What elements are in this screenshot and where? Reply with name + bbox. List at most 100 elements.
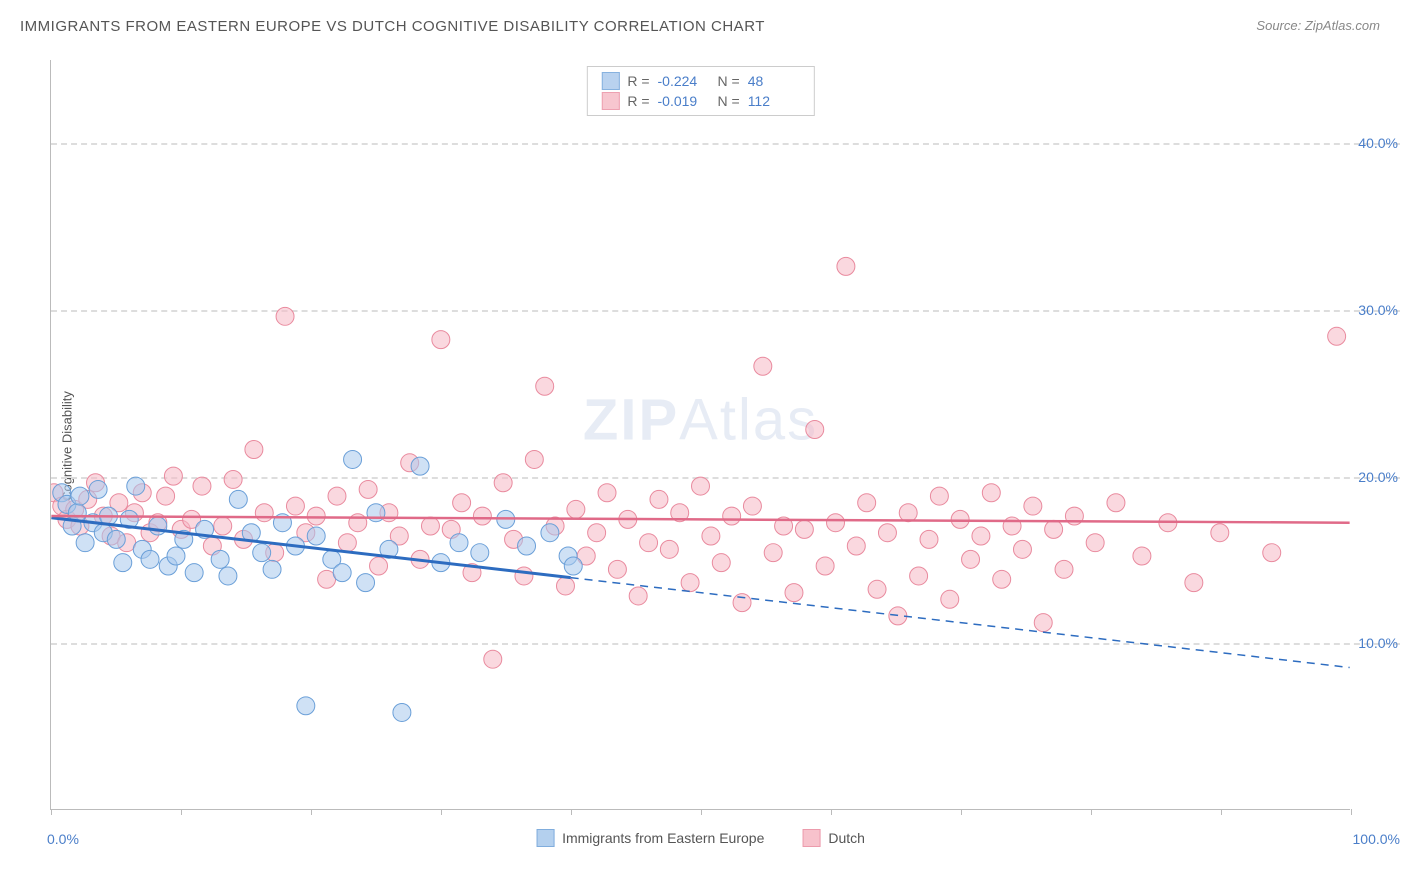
scatter-point xyxy=(164,467,182,485)
scatter-point xyxy=(263,560,281,578)
scatter-point xyxy=(297,697,315,715)
scatter-point xyxy=(723,507,741,525)
bottom-legend: Immigrants from Eastern EuropeDutch xyxy=(536,829,865,847)
scatter-point xyxy=(450,534,468,552)
scatter-point xyxy=(951,510,969,528)
scatter-point xyxy=(1034,614,1052,632)
scatter-point xyxy=(219,567,237,585)
scatter-point xyxy=(899,504,917,522)
scatter-point xyxy=(393,703,411,721)
x-tick xyxy=(831,809,832,815)
scatter-point xyxy=(764,544,782,562)
y-tick-label: 40.0% xyxy=(1358,135,1398,151)
source-label: Source: xyxy=(1256,18,1301,33)
scatter-point xyxy=(149,517,167,535)
n-label: N = xyxy=(718,93,740,109)
scatter-point xyxy=(333,564,351,582)
r-value: -0.224 xyxy=(658,73,710,89)
scatter-point xyxy=(518,537,536,555)
x-tick xyxy=(1351,809,1352,815)
x-tick xyxy=(1221,809,1222,815)
scatter-point xyxy=(567,500,585,518)
scatter-point xyxy=(795,520,813,538)
scatter-point xyxy=(941,590,959,608)
scatter-point xyxy=(972,527,990,545)
scatter-point xyxy=(421,517,439,535)
scatter-point xyxy=(1086,534,1104,552)
scatter-point xyxy=(453,494,471,512)
x-tick xyxy=(701,809,702,815)
scatter-point xyxy=(1211,524,1229,542)
scatter-point xyxy=(286,497,304,515)
scatter-point xyxy=(743,497,761,515)
scatter-point xyxy=(484,650,502,668)
scatter-point xyxy=(253,544,271,562)
scatter-point xyxy=(127,477,145,495)
scatter-point xyxy=(1055,560,1073,578)
scatter-point xyxy=(471,544,489,562)
scatter-point xyxy=(993,570,1011,588)
scatter-point xyxy=(338,534,356,552)
legend-stats-box: R = -0.224 N = 48 R = -0.019 N = 112 xyxy=(586,66,814,116)
scatter-point xyxy=(930,487,948,505)
n-label: N = xyxy=(718,73,740,89)
scatter-point xyxy=(76,534,94,552)
scatter-point xyxy=(473,507,491,525)
scatter-svg xyxy=(51,60,1350,809)
r-label: R = xyxy=(627,73,649,89)
scatter-point xyxy=(556,577,574,595)
scatter-point xyxy=(114,554,132,572)
r-value: -0.019 xyxy=(658,93,710,109)
scatter-point xyxy=(494,474,512,492)
n-value: 112 xyxy=(748,93,800,109)
scatter-point xyxy=(167,547,185,565)
scatter-point xyxy=(827,514,845,532)
scatter-point xyxy=(214,517,232,535)
scatter-point xyxy=(307,507,325,525)
scatter-point xyxy=(1185,574,1203,592)
x-tick xyxy=(51,809,52,815)
x-tick xyxy=(1091,809,1092,815)
scatter-point xyxy=(328,487,346,505)
scatter-point xyxy=(276,307,294,325)
scatter-point xyxy=(229,490,247,508)
source-value: ZipAtlas.com xyxy=(1305,18,1380,33)
scatter-point xyxy=(816,557,834,575)
x-tick-label-min: 0.0% xyxy=(47,831,79,847)
scatter-point xyxy=(847,537,865,555)
scatter-point xyxy=(71,487,89,505)
scatter-point xyxy=(344,450,362,468)
scatter-point xyxy=(224,470,242,488)
scatter-point xyxy=(868,580,886,598)
scatter-point xyxy=(1107,494,1125,512)
x-tick xyxy=(441,809,442,815)
scatter-point xyxy=(370,557,388,575)
scatter-point xyxy=(733,594,751,612)
scatter-point xyxy=(837,257,855,275)
x-tick xyxy=(311,809,312,815)
x-tick-label-max: 100.0% xyxy=(1353,831,1400,847)
scatter-point xyxy=(157,487,175,505)
scatter-point xyxy=(564,557,582,575)
bottom-legend-item: Immigrants from Eastern Europe xyxy=(536,829,764,847)
scatter-point xyxy=(1263,544,1281,562)
scatter-point xyxy=(411,457,429,475)
source-attribution: Source: ZipAtlas.com xyxy=(1256,18,1380,33)
scatter-point xyxy=(359,480,377,498)
scatter-point xyxy=(515,567,533,585)
scatter-point xyxy=(962,550,980,568)
scatter-point xyxy=(211,550,229,568)
scatter-point xyxy=(692,477,710,495)
scatter-point xyxy=(536,377,554,395)
r-label: R = xyxy=(627,93,649,109)
scatter-point xyxy=(650,490,668,508)
scatter-point xyxy=(754,357,772,375)
y-tick-label: 30.0% xyxy=(1358,302,1398,318)
scatter-point xyxy=(1045,520,1063,538)
scatter-point xyxy=(982,484,1000,502)
scatter-point xyxy=(432,331,450,349)
n-value: 48 xyxy=(748,73,800,89)
scatter-point xyxy=(588,524,606,542)
legend-swatch xyxy=(601,92,619,110)
scatter-point xyxy=(712,554,730,572)
